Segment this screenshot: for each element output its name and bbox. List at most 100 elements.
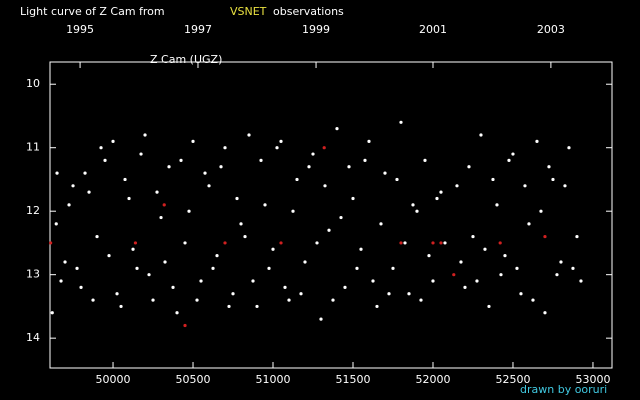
data-point <box>459 260 463 264</box>
data-point <box>507 158 511 163</box>
data-point <box>163 260 167 264</box>
data-point <box>187 209 191 213</box>
data-point <box>511 152 515 156</box>
data-point <box>251 279 255 283</box>
data-point <box>219 165 223 169</box>
data-point <box>498 241 502 245</box>
data-point <box>50 311 54 315</box>
data-point <box>319 317 323 321</box>
data-point <box>559 260 563 264</box>
data-point <box>263 203 267 207</box>
data-point <box>439 241 443 245</box>
data-point <box>183 323 187 328</box>
data-point <box>287 298 291 302</box>
data-point <box>327 228 331 232</box>
data-point <box>335 127 339 131</box>
data-point <box>87 190 91 194</box>
x-tick-label: 50500 <box>176 373 211 386</box>
data-point <box>431 241 435 245</box>
y-tick-label: 13 <box>26 268 40 281</box>
data-point <box>431 279 435 283</box>
data-point <box>419 298 423 302</box>
data-point <box>223 146 227 150</box>
data-point <box>247 133 251 137</box>
data-point <box>399 241 403 245</box>
data-point <box>215 254 219 258</box>
data-point <box>471 234 475 239</box>
data-point <box>519 292 523 296</box>
data-point <box>83 171 87 175</box>
data-point <box>487 304 491 309</box>
x2-tick-label: 2003 <box>537 23 565 36</box>
chart-title-suffix: observations <box>273 5 344 18</box>
data-point <box>143 133 147 137</box>
data-point <box>279 139 283 143</box>
data-point <box>575 234 579 239</box>
data-point <box>452 273 456 277</box>
data-point <box>351 196 355 201</box>
data-point <box>391 266 395 270</box>
data-point <box>359 247 363 251</box>
data-point <box>563 184 567 188</box>
data-point <box>107 254 111 258</box>
data-point <box>99 146 103 150</box>
data-point <box>503 254 507 258</box>
data-point <box>71 184 75 188</box>
data-point <box>135 266 139 270</box>
data-point <box>495 203 499 207</box>
data-point <box>567 146 571 150</box>
x2-tick-label: 1997 <box>184 23 212 36</box>
y-tick-label: 12 <box>26 204 40 217</box>
data-point <box>227 304 231 309</box>
data-point <box>499 273 503 277</box>
data-point <box>543 234 547 239</box>
data-point <box>543 311 547 315</box>
data-point <box>427 254 431 258</box>
credit: drawn by ooruri <box>520 383 607 396</box>
data-point <box>467 165 471 169</box>
data-point <box>275 146 279 150</box>
data-point <box>355 266 359 270</box>
data-point <box>403 241 407 245</box>
data-point <box>387 292 391 296</box>
data-point <box>379 222 383 226</box>
y-tick-label: 11 <box>26 141 40 154</box>
data-point <box>159 215 163 220</box>
plot-frame <box>49 61 613 369</box>
data-point <box>255 304 259 309</box>
data-point <box>515 266 519 270</box>
data-point <box>239 222 243 226</box>
data-point <box>211 266 215 270</box>
x-tick-label: 53000 <box>575 373 610 386</box>
data-point <box>195 298 199 302</box>
x-tick-label: 50000 <box>96 373 131 386</box>
data-point <box>151 298 155 302</box>
data-point <box>91 298 95 302</box>
data-point <box>315 241 319 245</box>
data-point <box>423 158 427 163</box>
data-point <box>79 285 83 289</box>
data-point <box>339 215 343 220</box>
data-point <box>307 165 311 169</box>
data-point <box>162 203 166 207</box>
data-point <box>299 292 303 296</box>
data-point <box>527 222 531 226</box>
data-point <box>59 279 63 283</box>
annotation: Z Cam (UGZ) <box>150 53 222 66</box>
data-point <box>55 171 59 175</box>
data-point <box>155 190 159 194</box>
data-point <box>555 273 559 277</box>
x-tick-label: 52500 <box>495 373 530 386</box>
data-point <box>54 222 58 226</box>
data-point <box>311 152 315 156</box>
data-point <box>133 241 138 245</box>
data-point <box>475 279 479 283</box>
data-point <box>75 266 79 270</box>
data-point <box>49 241 53 245</box>
data-point <box>535 139 539 143</box>
x2-tick-label: 1999 <box>302 23 330 36</box>
data-point <box>375 304 379 309</box>
data-point <box>63 260 67 264</box>
y-tick-label: 10 <box>26 77 40 90</box>
